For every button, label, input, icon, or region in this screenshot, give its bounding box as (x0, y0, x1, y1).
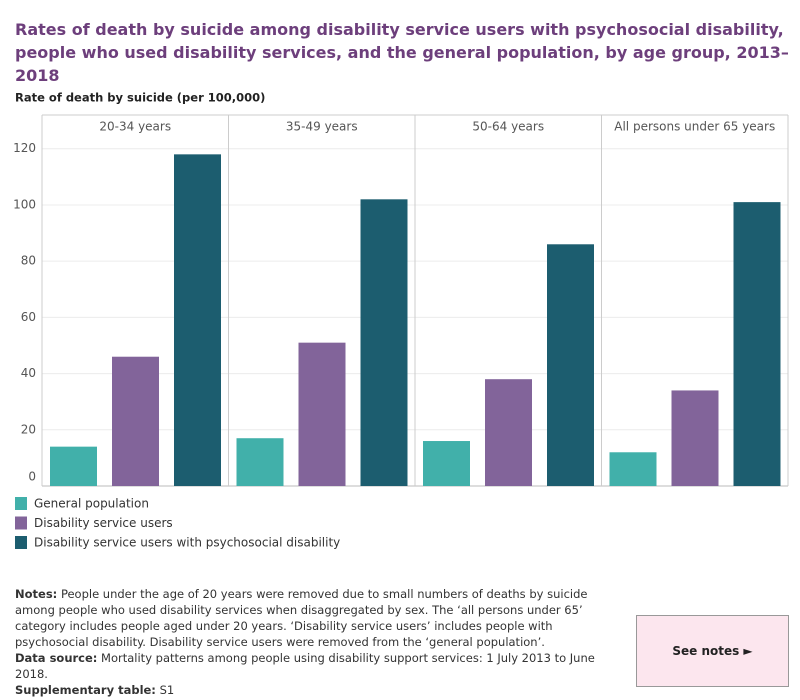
y-tick-label: 120 (13, 141, 36, 155)
bar (174, 154, 221, 486)
y-axis-label: Rate of death by suicide (per 100,000) (15, 91, 265, 105)
notes-text: People under the age of 20 years were re… (15, 587, 588, 649)
y-tick-label: 100 (13, 197, 36, 211)
panel-header: All persons under 65 years (614, 120, 775, 134)
legend-label: Disability service users with psychosoci… (34, 536, 340, 550)
legend-swatch (15, 536, 27, 549)
data-source-label: Data source: (15, 651, 98, 665)
panel-header: 20-34 years (99, 120, 171, 134)
y-tick-label: 80 (21, 254, 36, 268)
bar (671, 390, 719, 486)
legend-swatch (15, 497, 27, 510)
panel-header: 35-49 years (286, 120, 358, 134)
data-source-text: Mortality patterns among people using di… (15, 651, 595, 681)
y-tick-label: 20 (21, 422, 36, 436)
bar (298, 342, 346, 486)
bar (733, 202, 781, 486)
legend-label: Disability service users (34, 516, 173, 530)
chart-title: Rates of death by suicide among disabili… (15, 20, 789, 85)
supplementary-table-label: Supplementary table: (15, 683, 156, 697)
see-notes-button[interactable]: See notes ► (636, 615, 789, 687)
bar (423, 441, 470, 486)
notes: Notes: People under the age of 20 years … (15, 586, 627, 650)
bar (360, 199, 408, 486)
supplementary-table-text: S1 (159, 683, 175, 697)
bar (236, 438, 284, 486)
bar (609, 452, 657, 486)
y-tick-label: 40 (21, 366, 36, 380)
bar (485, 379, 532, 486)
bar (50, 446, 97, 486)
bar (112, 356, 159, 486)
legend-label: General population (34, 497, 149, 511)
notes-label: Notes: (15, 587, 58, 601)
data-source: Data source: Mortality patterns among pe… (15, 650, 627, 682)
supplementary-table: Supplementary table: S1 (15, 682, 627, 698)
panel-header: 50-64 years (472, 120, 544, 134)
y-tick-label: 60 (21, 310, 36, 324)
legend-swatch (15, 516, 27, 530)
chart: Rate of death by suicide (per 100,000) 0… (13, 91, 789, 550)
bar (547, 244, 594, 486)
footnotes: Notes: People under the age of 20 years … (15, 586, 627, 698)
y-tick-label: 0 (28, 470, 36, 484)
